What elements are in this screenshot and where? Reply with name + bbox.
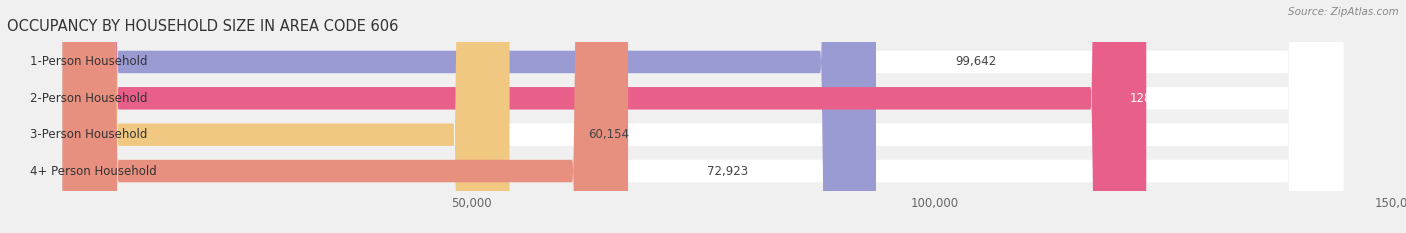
Text: 60,154: 60,154 [589, 128, 630, 141]
Text: 128,767: 128,767 [1130, 92, 1178, 105]
FancyBboxPatch shape [63, 0, 1146, 233]
Text: 2-Person Household: 2-Person Household [31, 92, 148, 105]
FancyBboxPatch shape [63, 0, 1343, 233]
FancyBboxPatch shape [63, 0, 628, 233]
FancyBboxPatch shape [63, 0, 1343, 233]
Text: 72,923: 72,923 [707, 164, 748, 178]
Text: 4+ Person Household: 4+ Person Household [31, 164, 157, 178]
FancyBboxPatch shape [63, 0, 509, 233]
FancyBboxPatch shape [63, 0, 876, 233]
FancyBboxPatch shape [63, 0, 1343, 233]
Text: OCCUPANCY BY HOUSEHOLD SIZE IN AREA CODE 606: OCCUPANCY BY HOUSEHOLD SIZE IN AREA CODE… [7, 19, 398, 34]
Text: 1-Person Household: 1-Person Household [31, 55, 148, 69]
FancyBboxPatch shape [63, 0, 1343, 233]
Text: 99,642: 99,642 [955, 55, 995, 69]
Text: 3-Person Household: 3-Person Household [31, 128, 148, 141]
Text: Source: ZipAtlas.com: Source: ZipAtlas.com [1288, 7, 1399, 17]
